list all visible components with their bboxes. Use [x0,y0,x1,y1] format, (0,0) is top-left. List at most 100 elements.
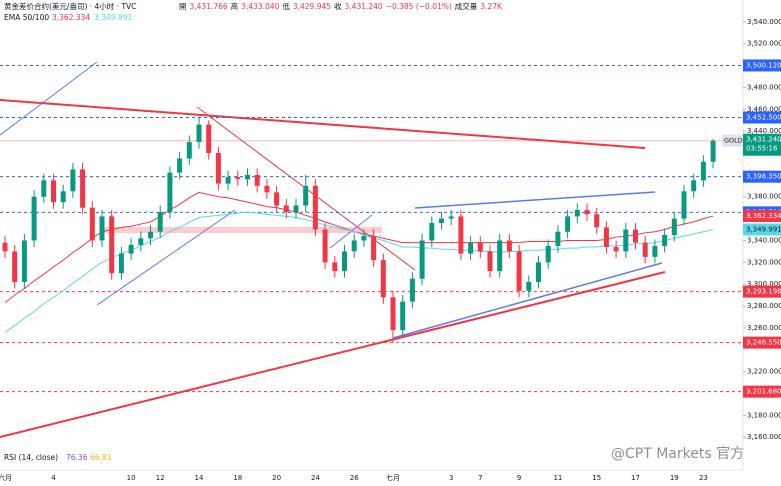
candle-body [235,177,241,180]
candle-body [186,142,192,159]
trend-line [0,99,646,149]
candle-body [303,185,309,206]
candle-body [254,174,260,186]
x-tick-label: 14 [195,474,204,482]
level-label-box [743,111,781,124]
ema-axis-label-box [743,210,781,223]
candle-body [497,240,503,272]
ohlc-item: 收 [334,1,342,11]
candle-body [109,216,115,274]
candle-body [274,192,280,206]
candle-body [351,240,357,252]
ohlc-item: 3,433.040 [241,2,279,11]
level-label: 3,452.500 [746,114,781,122]
y-tick-label: 3,160.000 [747,433,781,441]
y-tick-label: 3,340.000 [747,236,781,244]
candle-body [526,282,532,291]
level-label-box [743,285,781,298]
trend-line [414,191,656,209]
candle-body [342,251,347,272]
candle-body [118,253,124,274]
candle-body [506,240,512,252]
candle-body [642,242,648,257]
ohlc-item: −0.385 (−0.01%) [386,2,452,11]
trend-line [392,262,663,339]
ohlc-item: 3,431.766 [190,2,228,11]
candle-body [12,251,18,282]
x-tick-label: 26 [350,474,359,482]
watermark: @CPT Markets 官方 [611,446,744,462]
ema-title: EMA 50/100 [4,13,49,22]
plot [0,61,743,438]
y-tick-label: 3,280.000 [747,302,781,310]
level-label: 3,201.680 [746,388,781,396]
countdown: 03:55:16 [746,145,778,153]
x-tick-label: 10 [127,474,136,482]
candle-body [565,216,571,232]
candle-body [51,180,56,203]
level-label: 3,398.350 [746,173,781,181]
candle-body [293,205,299,213]
level-label-box [743,170,781,183]
y-tick-label: 3,320.000 [747,258,781,266]
y-tick-label: 3,380.000 [747,193,781,201]
candle-body [225,177,231,184]
x-tick-label: 19 [670,474,679,482]
level-label: 3,246.550 [746,339,781,347]
x-tick-label: 六月 [0,473,12,482]
candle-body [439,218,444,223]
candle-body [671,218,677,235]
candle-body [371,236,377,261]
candle-body [70,169,76,192]
candle-body [662,235,668,246]
candle-body [545,245,551,263]
ohlc-item: 3,429.945 [293,2,331,11]
candle-body [623,229,629,252]
candle-body [157,212,163,232]
x-tick-label: 17 [631,474,640,482]
candle-body [206,124,212,154]
candle-body [691,180,697,192]
candle-body [390,297,396,331]
y-tick-label: 3,180.000 [747,411,781,419]
candle-body [458,216,464,254]
ohlc-item: 高 [231,1,239,11]
last-price: 3,431.240 [746,136,781,144]
candle-body [322,229,328,263]
candle-body [584,209,590,215]
candle-body [448,216,454,219]
trend-line [96,209,236,306]
x-tick-label: 七月 [386,473,400,482]
y-tick-label: 3,520.000 [747,40,781,48]
candle-body [574,209,580,217]
candle-body [2,242,8,252]
y-tick-label: 3,260.000 [747,324,781,332]
x-tick-label: 7 [478,474,482,482]
x-tick-label: 15 [592,474,601,482]
trend-line [0,271,666,438]
ema-value: 3,362.334 [52,13,90,22]
last-name-box [722,134,742,147]
level-label-box [743,385,781,398]
trend-line [0,61,98,136]
zone [100,227,382,233]
candle-body [31,196,37,241]
x-tick-label: 20 [272,474,281,482]
candle-body [487,251,493,272]
candle-body [41,180,47,197]
ohlc-item: 3,431.240 [345,2,383,11]
ohlc-item: 成交量 [455,1,478,11]
x-tick-label: 23 [699,474,708,482]
candle-body [138,238,144,245]
candle-body [283,205,289,213]
y-tick-label: 3,220.000 [747,368,781,376]
candle-body [603,227,609,248]
candle-body [361,236,367,241]
last-name: GOLD [724,137,743,145]
candle-body [380,260,386,298]
x-tick-label: 18 [233,474,242,482]
candle-body [80,169,86,208]
candle-body [148,231,153,239]
candle-body [400,301,406,331]
